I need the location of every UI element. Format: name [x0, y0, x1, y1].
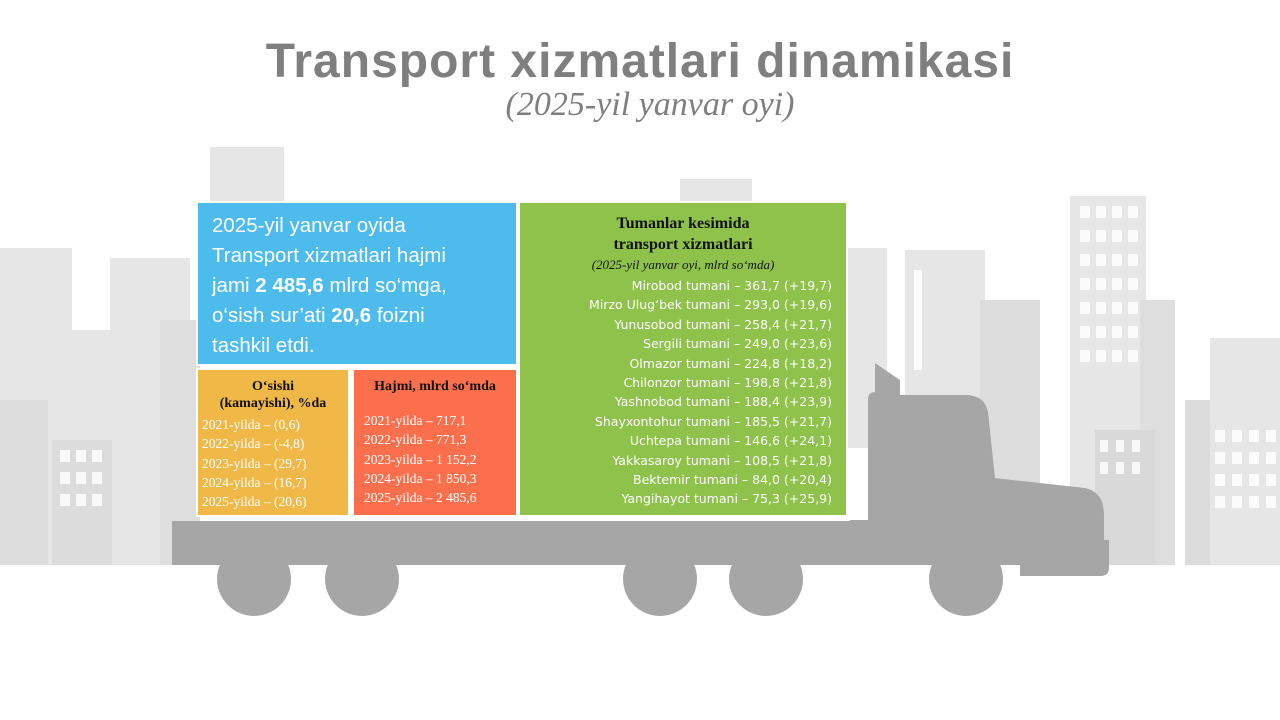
- district-item: Bektemir tumani – 84,0 (+20,4): [633, 472, 832, 488]
- volume-heading: Hajmi, mlrd so‘mda: [374, 379, 496, 394]
- district-item: Uchtepa tumani – 146,6 (+24,1): [629, 433, 832, 449]
- volume-panel: Hajmi, mlrd so‘mda 2021-yilda – 717,1 20…: [352, 368, 518, 517]
- districts-title-line: Tumanlar kesimida: [616, 215, 750, 232]
- list-item: 2025-yilda – 2 485,6: [364, 490, 477, 506]
- summary-line: 2025-yil yanvar oyida: [212, 214, 406, 237]
- page-subtitle: (2025-yil yanvar oyi): [505, 86, 795, 123]
- district-item: Shayxontohur tumani – 185,5 (+21,7): [594, 413, 832, 429]
- growth-list: 2021-yilda – (0,6) 2022-yilda – (-4,8) 2…: [198, 415, 348, 511]
- list-item: 2024-yilda – (16,7): [202, 474, 307, 490]
- list-item: 2022-yilda – 771,3: [364, 432, 467, 448]
- summary-panel: 2025-yil yanvar oyida Transport xizmatla…: [196, 201, 518, 366]
- growth-heading-line: (kamayishi), %da: [219, 396, 327, 411]
- summary-line: o‘sish sur’ati 20,6 foizni: [212, 301, 502, 331]
- district-item: Olmazor tumani – 224,8 (+18,2): [629, 355, 832, 371]
- district-item: Chilonzor tumani – 198,8 (+21,8): [623, 375, 832, 391]
- district-item: Mirobod tumani – 361,7 (+19,7): [631, 278, 832, 293]
- growth-panel: O‘sishi (kamayishi), %da 2021-yilda – (0…: [196, 368, 350, 517]
- volume-list: 2021-yilda – 717,1 2022-yilda – 771,3 20…: [354, 411, 516, 507]
- summary-text: foizni: [371, 304, 425, 327]
- summary-text: jami: [212, 274, 256, 297]
- district-item: Mirzo Ulug‘bek tumani – 293,0 (+19,6): [589, 297, 832, 313]
- districts-panel: Tumanlar kesimida transport xizmatlari (…: [518, 201, 848, 517]
- district-item: Yakkasaroy tumani – 108,5 (+21,8): [612, 452, 832, 468]
- list-item: 2023-yilda – (29,7): [202, 455, 307, 471]
- truck-silhouette: [172, 363, 1109, 576]
- page-title: Transport xizmatlari dinamikasi: [265, 35, 1015, 88]
- districts-subtitle: (2025-yil yanvar oyi, mlrd so‘mda): [591, 257, 775, 272]
- list-item: 2025-yilda – (20,6): [202, 494, 307, 510]
- district-item: Sergili tumani – 249,0 (+23,6): [643, 336, 832, 352]
- growth-heading: O‘sishi (kamayishi), %da: [198, 378, 348, 412]
- truck-wheels: [217, 542, 1003, 616]
- district-item: Yunusobod tumani – 258,4 (+21,7): [614, 316, 832, 332]
- list-item: 2021-yilda – 717,1: [364, 413, 467, 428]
- districts-title-line: transport xizmatlari: [613, 236, 753, 253]
- summary-line: tashkil etdi.: [212, 334, 315, 357]
- list-item: 2023-yilda – 1 152,2: [364, 451, 477, 467]
- summary-line: jami 2 485,6 mlrd so‘mga,: [212, 271, 502, 301]
- district-item: Yashnobod tumani – 188,4 (+23,9): [614, 394, 832, 410]
- growth-rate-value: 20,6: [331, 304, 372, 327]
- districts-list: Mirobod tumani – 361,7 (+19,7) Mirzo Ulu…: [520, 276, 846, 509]
- list-item: 2022-yilda – (-4,8): [202, 436, 305, 452]
- growth-heading-line: O‘sishi: [251, 379, 294, 394]
- total-volume-value: 2 485,6: [255, 274, 324, 297]
- list-item: 2024-yilda – 1 850,3: [364, 470, 477, 486]
- building-windows: [60, 206, 1276, 508]
- summary-text: o‘sish sur’ati: [212, 304, 332, 327]
- summary-line: Transport xizmatlari hajmi: [212, 244, 446, 267]
- district-item: Yangihayot tumani – 75,3 (+25,9): [621, 491, 832, 507]
- districts-title: Tumanlar kesimida transport xizmatlari: [520, 213, 846, 255]
- summary-text: mlrd so‘mga,: [323, 274, 447, 297]
- list-item: 2021-yilda – (0,6): [202, 417, 300, 432]
